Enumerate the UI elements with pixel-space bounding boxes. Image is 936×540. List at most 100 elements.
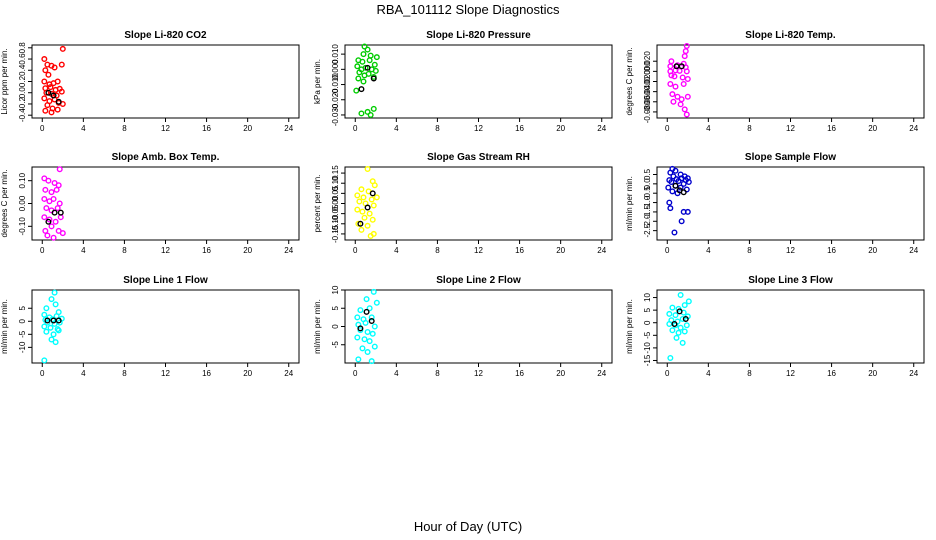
- data-point: [668, 58, 675, 65]
- data-point: [58, 88, 65, 95]
- y-tick-label: -2.0: [643, 214, 652, 228]
- x-tick-label: 0: [665, 369, 670, 378]
- x-tick-label: 24: [284, 246, 293, 255]
- data-point: [677, 292, 684, 299]
- data-point: [678, 218, 685, 225]
- data-point: [362, 64, 369, 71]
- data-point: [367, 232, 374, 239]
- data-point: [42, 186, 49, 193]
- highlight-point: [55, 98, 62, 105]
- data-point: [685, 298, 692, 305]
- y-axis-label: ml/min per min.: [0, 299, 9, 354]
- x-axis-label: Hour of Day (UTC): [414, 519, 522, 534]
- plot-frame: [656, 166, 925, 241]
- data-point: [359, 208, 366, 215]
- data-point: [54, 106, 61, 113]
- data-point: [359, 345, 366, 352]
- panel-title: Slope Line 1 Flow: [123, 275, 208, 286]
- x-tick-label: 0: [665, 246, 670, 255]
- x-tick-label: 20: [556, 124, 565, 133]
- x-tick-label: 0: [353, 124, 358, 133]
- data-point: [364, 349, 371, 356]
- x-tick-label: 4: [394, 369, 399, 378]
- data-point: [669, 91, 676, 98]
- data-point: [361, 43, 368, 50]
- highlight-point: [358, 86, 365, 93]
- data-point: [45, 177, 52, 184]
- data-point: [358, 186, 365, 193]
- y-tick-label: -5: [18, 330, 27, 338]
- highlight-point: [368, 318, 375, 325]
- x-tick-label: 16: [827, 246, 836, 255]
- data-point: [680, 81, 687, 88]
- data-point: [47, 324, 54, 331]
- plot-frame: [31, 289, 300, 364]
- data-point: [678, 96, 685, 103]
- x-tick-label: 0: [40, 246, 45, 255]
- data-point: [360, 78, 367, 85]
- data-point: [368, 314, 375, 321]
- y-tick-label: -10: [18, 341, 27, 353]
- x-tick-label: 24: [909, 124, 918, 133]
- y-tick-label: 0.5: [643, 168, 652, 180]
- highlight-point: [676, 308, 683, 315]
- data-point: [52, 301, 59, 308]
- data-point: [50, 331, 57, 338]
- y-tick-label: 10: [643, 293, 652, 302]
- data-point: [359, 58, 366, 65]
- data-point: [43, 305, 50, 312]
- data-point: [667, 81, 674, 88]
- y-tick-label: -0.010: [331, 73, 340, 96]
- y-tick-label: 0.6: [18, 53, 27, 65]
- panel-title: Slope Line 2 Flow: [436, 275, 521, 286]
- data-point: [51, 320, 58, 327]
- data-point: [41, 311, 48, 318]
- data-point: [676, 67, 683, 74]
- data-point: [364, 108, 371, 115]
- x-tick-label: 16: [827, 124, 836, 133]
- chart-panel: Slope Li-820 Pressure kPa per min. 0 4 8 12 16…: [313, 30, 613, 133]
- data-point: [672, 312, 679, 319]
- data-point: [44, 319, 51, 326]
- data-point: [371, 343, 378, 350]
- x-tick-label: 12: [474, 246, 483, 255]
- data-point: [364, 222, 371, 229]
- x-tick-label: 16: [202, 246, 211, 255]
- data-point: [683, 68, 690, 75]
- x-tick-label: 8: [122, 246, 127, 255]
- chart-panel: Slope Line 2 Flow ml/min per min. 0 4 8 12 16 2…: [313, 275, 613, 378]
- data-point: [41, 323, 48, 330]
- x-tick-label: 0: [665, 124, 670, 133]
- data-point: [366, 305, 373, 312]
- x-tick-label: 20: [243, 369, 252, 378]
- x-tick-label: 0: [40, 369, 45, 378]
- y-tick-label: 0.05: [331, 185, 340, 201]
- data-point: [44, 232, 51, 239]
- data-point: [362, 319, 369, 326]
- y-tick-label: -0.2: [18, 97, 27, 111]
- x-tick-label: 4: [81, 246, 86, 255]
- data-point: [361, 336, 368, 343]
- chart-panel: Slope Gas Stream RH percent per min. 0 4 8 12…: [313, 152, 613, 255]
- x-tick-label: 20: [868, 246, 877, 255]
- data-point: [681, 53, 688, 60]
- x-tick-label: 8: [747, 124, 752, 133]
- data-point: [53, 186, 60, 193]
- x-tick-label: 12: [474, 369, 483, 378]
- data-point: [684, 75, 691, 82]
- highlight-point: [55, 317, 62, 324]
- panel-title: Slope Line 3 Flow: [748, 275, 833, 286]
- x-tick-label: 8: [747, 246, 752, 255]
- data-point: [681, 328, 688, 335]
- y-tick-label: 5: [331, 305, 340, 310]
- data-point: [370, 202, 377, 209]
- panel-title: Slope Sample Flow: [745, 152, 836, 163]
- x-tick-label: 4: [394, 246, 399, 255]
- highlight-point: [57, 209, 64, 216]
- data-point: [51, 289, 58, 296]
- x-tick-label: 4: [706, 124, 711, 133]
- x-tick-label: 24: [597, 369, 606, 378]
- x-tick-label: 4: [81, 369, 86, 378]
- y-tick-label: -15: [643, 354, 652, 366]
- data-point: [670, 98, 677, 105]
